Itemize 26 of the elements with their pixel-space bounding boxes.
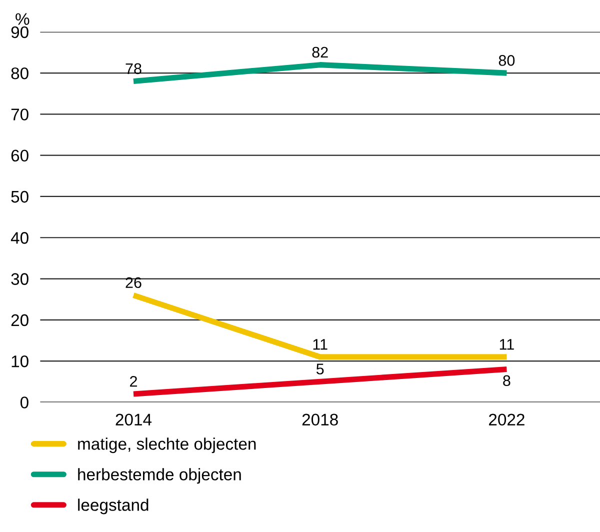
y-axis-title: % <box>16 13 30 25</box>
y-tick-label: 60 <box>11 150 28 162</box>
x-tick-label: 2022 <box>489 414 524 426</box>
data-label: 11 <box>500 339 514 350</box>
data-label: 11 <box>313 339 328 350</box>
y-tick-label: 40 <box>10 232 28 244</box>
x-tick-label: 2018 <box>302 414 338 426</box>
data-label: 2 <box>130 376 137 387</box>
x-tick-label: 2014 <box>116 414 152 426</box>
y-tick-label: 90 <box>11 26 28 38</box>
legend-label: herbestemde objecten <box>78 468 241 484</box>
y-tick-label: 80 <box>11 67 28 80</box>
data-label: 26 <box>126 277 142 288</box>
data-label: 78 <box>126 63 142 74</box>
y-tick-label: 0 <box>20 396 28 408</box>
y-tick-label: 50 <box>11 190 28 203</box>
data-label: 82 <box>312 46 328 58</box>
data-label: 8 <box>503 375 510 386</box>
data-label: 80 <box>498 55 515 66</box>
y-tick-label: 30 <box>11 273 28 285</box>
legend-label: leegstand <box>78 498 148 514</box>
data-label: 5 <box>316 364 324 374</box>
y-tick-label: 20 <box>11 314 28 326</box>
y-tick-label: 70 <box>11 108 28 120</box>
y-tick-label: 10 <box>12 355 28 368</box>
legend-label: matige, slechte objecten <box>78 438 256 454</box>
